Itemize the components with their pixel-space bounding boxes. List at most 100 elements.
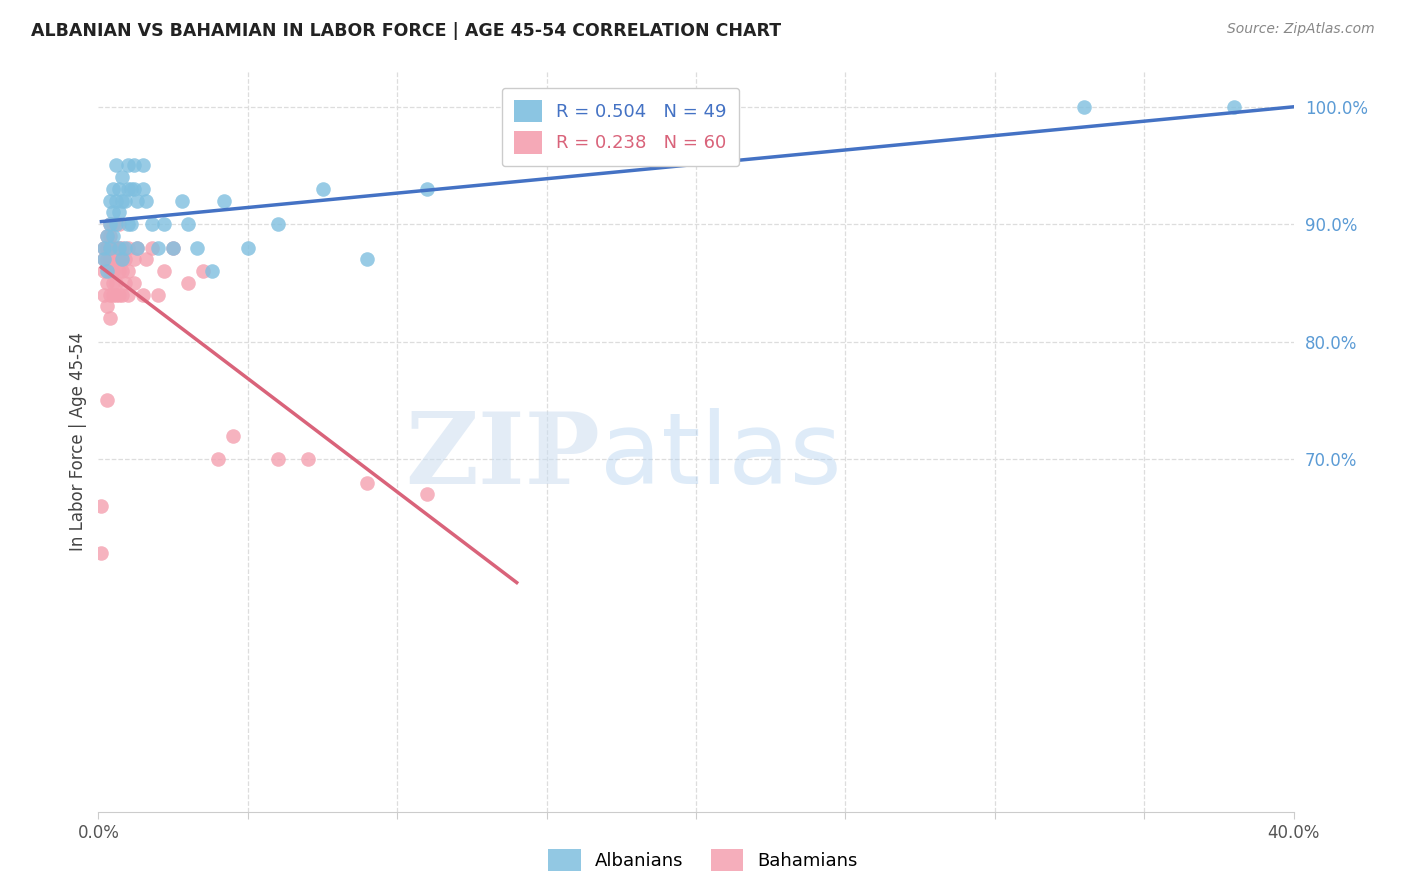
Point: [117, 287, 139, 301]
Point: [108, 252, 131, 267]
Point: [201, 264, 224, 278]
Point: [93, 241, 115, 255]
Point: [267, 217, 290, 231]
Point: [124, 252, 146, 267]
Point: [111, 264, 134, 278]
Point: [117, 217, 139, 231]
Text: atlas: atlas: [600, 408, 842, 505]
Point: [96, 276, 118, 290]
Point: [132, 287, 155, 301]
Point: [153, 217, 176, 231]
Text: ALBANIAN VS BAHAMIAN IN LABOR FORCE | AGE 45-54 CORRELATION CHART: ALBANIAN VS BAHAMIAN IN LABOR FORCE | AG…: [31, 22, 782, 40]
Point: [177, 276, 200, 290]
Point: [114, 276, 136, 290]
Point: [103, 241, 125, 255]
Point: [98, 252, 122, 267]
Point: [98, 311, 122, 326]
Point: [416, 487, 439, 501]
Point: [127, 194, 149, 208]
Point: [114, 194, 136, 208]
Point: [111, 194, 134, 208]
Point: [120, 182, 142, 196]
Point: [98, 217, 122, 231]
Point: [93, 252, 115, 267]
Point: [153, 264, 176, 278]
Point: [114, 252, 136, 267]
Point: [108, 287, 131, 301]
Point: [105, 158, 128, 172]
Point: [108, 241, 131, 255]
Point: [96, 228, 118, 243]
Point: [103, 205, 125, 219]
Point: [297, 452, 319, 467]
Point: [117, 264, 139, 278]
Point: [267, 452, 290, 467]
Point: [162, 241, 184, 255]
Point: [103, 264, 125, 278]
Point: [98, 241, 122, 255]
Point: [127, 241, 149, 255]
Point: [111, 287, 134, 301]
Point: [356, 475, 378, 490]
Point: [162, 241, 184, 255]
Point: [105, 252, 128, 267]
Point: [93, 252, 115, 267]
Point: [124, 158, 146, 172]
Point: [135, 194, 157, 208]
Point: [103, 276, 125, 290]
Point: [103, 182, 125, 196]
Point: [111, 241, 134, 255]
Point: [98, 264, 122, 278]
Legend: R = 0.504   N = 49, R = 0.238   N = 60: R = 0.504 N = 49, R = 0.238 N = 60: [502, 87, 740, 166]
Point: [108, 182, 131, 196]
Point: [108, 241, 131, 255]
Point: [124, 182, 146, 196]
Point: [1073, 100, 1095, 114]
Point: [1223, 100, 1246, 114]
Point: [103, 287, 125, 301]
Point: [105, 194, 128, 208]
Point: [120, 217, 142, 231]
Point: [148, 241, 170, 255]
Point: [103, 252, 125, 267]
Point: [111, 252, 134, 267]
Point: [172, 194, 194, 208]
Point: [177, 217, 200, 231]
Legend: Albanians, Bahamians: Albanians, Bahamians: [541, 842, 865, 879]
Point: [135, 252, 157, 267]
Point: [98, 228, 122, 243]
Point: [98, 287, 122, 301]
Point: [96, 393, 118, 408]
Point: [103, 217, 125, 231]
Point: [108, 217, 131, 231]
Point: [93, 241, 115, 255]
Point: [141, 241, 163, 255]
Point: [141, 217, 163, 231]
Point: [96, 228, 118, 243]
Point: [148, 287, 170, 301]
Point: [96, 241, 118, 255]
Point: [96, 299, 118, 313]
Point: [416, 182, 439, 196]
Point: [105, 287, 128, 301]
Text: Source: ZipAtlas.com: Source: ZipAtlas.com: [1227, 22, 1375, 37]
Point: [98, 194, 122, 208]
Point: [105, 217, 128, 231]
Point: [356, 252, 378, 267]
Point: [96, 252, 118, 267]
Point: [132, 182, 155, 196]
Point: [117, 182, 139, 196]
Point: [98, 217, 122, 231]
Point: [105, 241, 128, 255]
Point: [124, 276, 146, 290]
Point: [111, 170, 134, 185]
Point: [207, 452, 229, 467]
Point: [98, 241, 122, 255]
Point: [186, 241, 208, 255]
Text: ZIP: ZIP: [405, 408, 600, 505]
Point: [222, 428, 245, 442]
Point: [90, 499, 112, 513]
Point: [93, 287, 115, 301]
Point: [117, 241, 139, 255]
Point: [311, 182, 333, 196]
